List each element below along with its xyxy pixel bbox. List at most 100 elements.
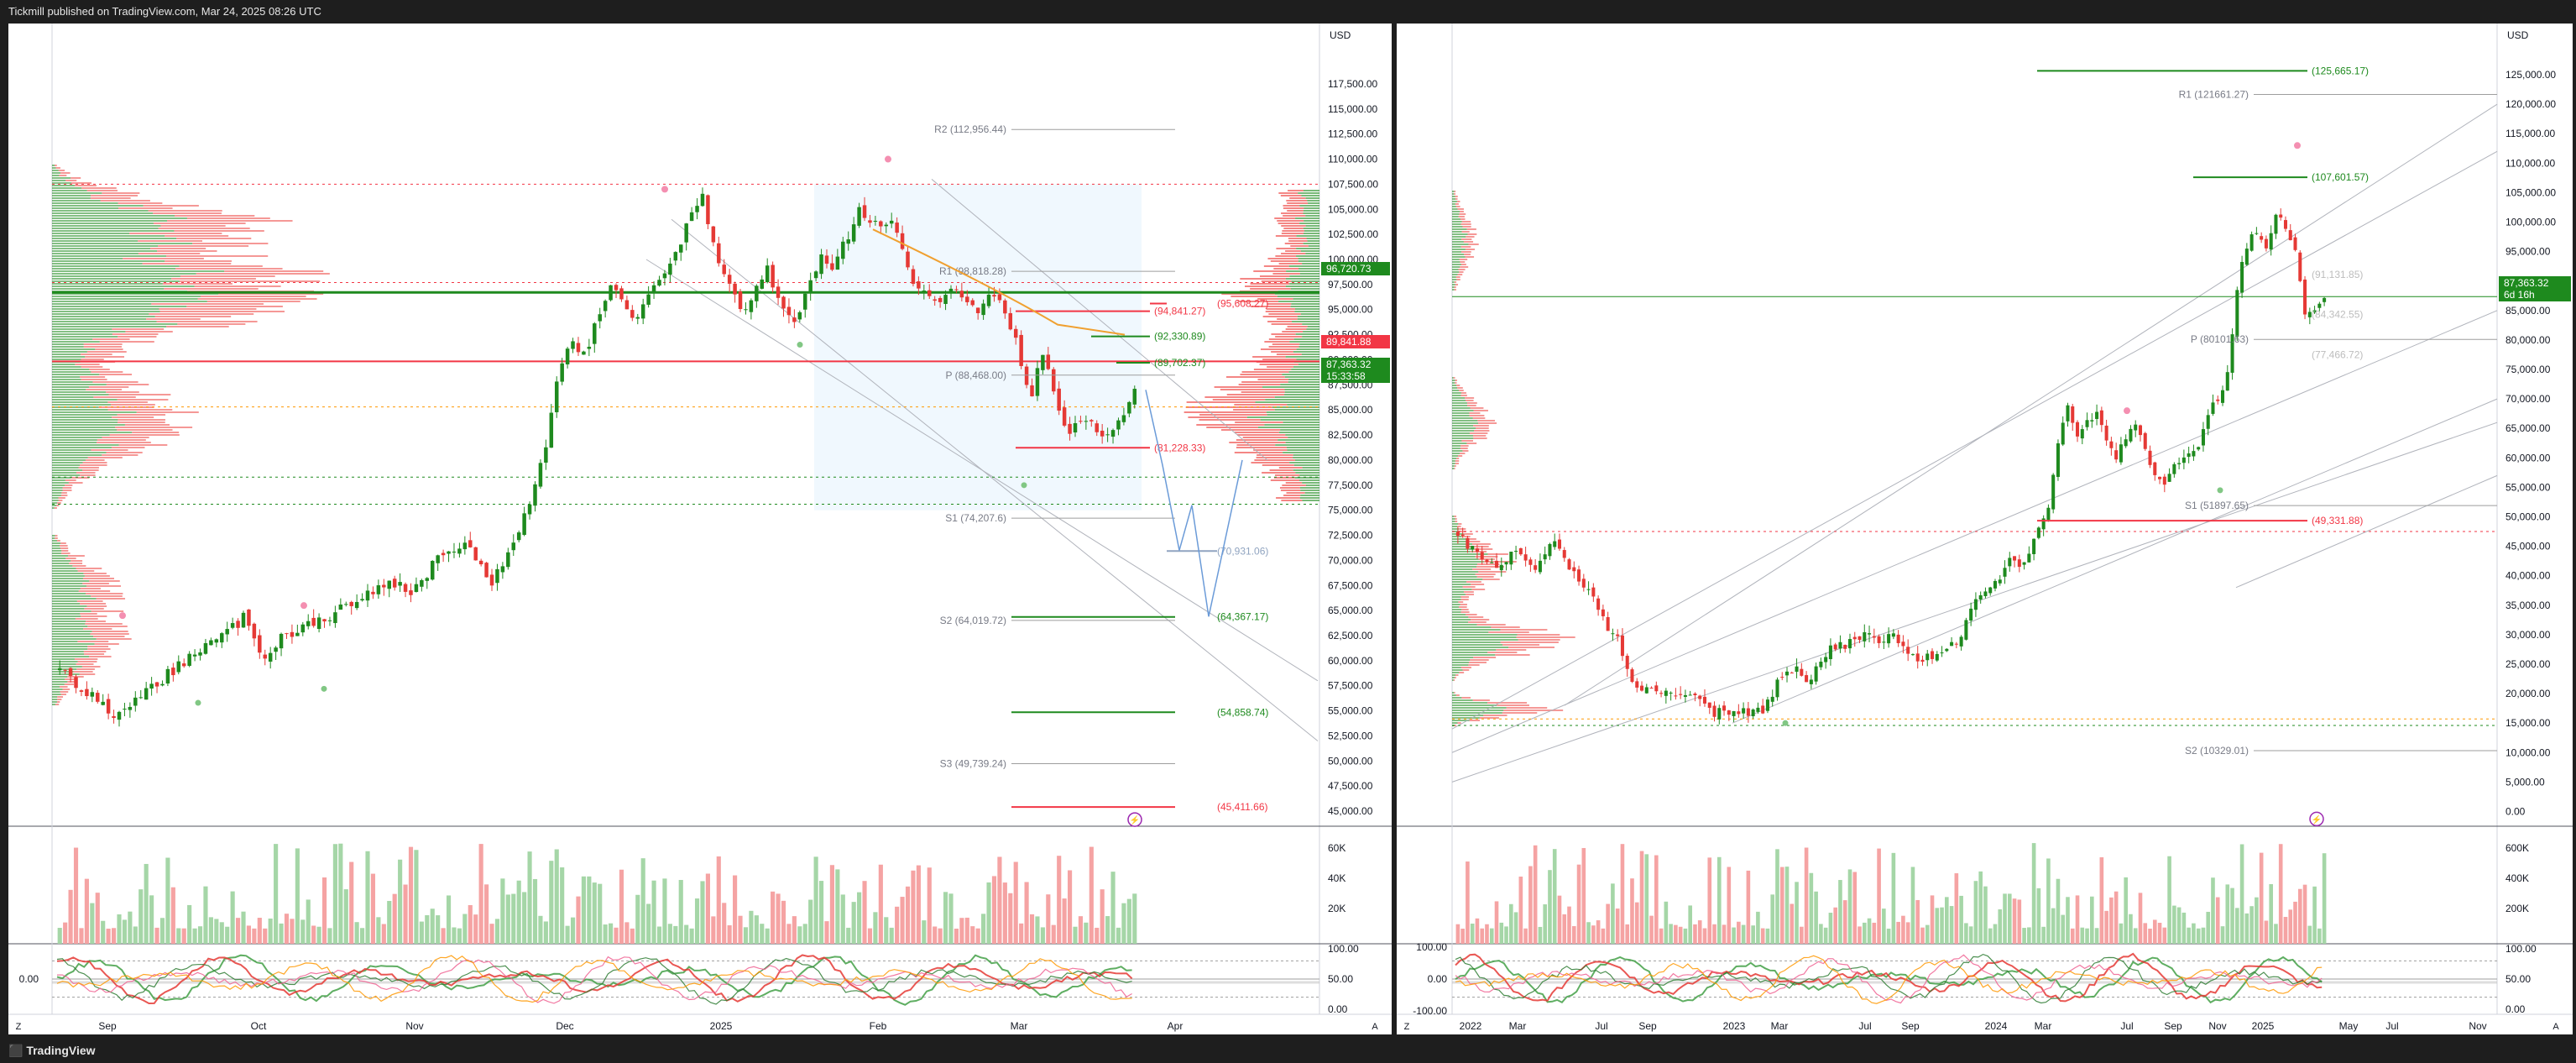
profile-bar-up [1299,487,1319,489]
volume-bar [392,893,397,944]
profile-bar-up [52,212,154,214]
right-chart-panel[interactable]: USD 125,000.00 120,000.00 115,000.00 110,000… [1397,24,2573,1034]
volume-bar [408,846,414,944]
profile-bar-down [1461,609,1469,610]
volume-bar [1543,904,1547,944]
volume-bar [991,876,997,944]
volume-bar [587,876,592,944]
trend-line [1451,310,2498,753]
volume-bar [1669,924,1673,944]
profile-bar-down [1468,616,1484,618]
profile-bar-down [1500,641,1559,643]
profile-bar-down [1454,692,1455,694]
right-chart-svg[interactable]: USD125,000.00120,000.00115,000.00110,000… [1397,24,2573,1034]
volume-bar [2162,927,2167,944]
volume-bar [1978,871,1983,944]
profile-bar-down [80,603,107,605]
candle-body [571,341,575,349]
profile-bar-down [1240,374,1283,375]
profile-bar-up [52,215,175,217]
volume-bar [609,923,614,944]
tradingview-logo[interactable]: ⬛ TradingView [8,1038,96,1063]
pivot-level-label: S1 (51897.65) [2185,500,2249,511]
profile-bar-up [1452,563,1477,565]
profile-bar-up [52,278,172,280]
volume-bar [1105,916,1110,944]
volume-bar [2157,923,2162,944]
volume-bar [436,915,441,944]
candle-body [744,309,748,311]
profile-bar-up [1452,395,1461,396]
candle-body [738,291,743,310]
profile-bar-up [1298,346,1319,348]
candle-body [711,226,716,243]
profile-bar-up [1452,410,1474,411]
left-chart-panel[interactable]: USD 117,500.00 115,000.00 112,500.00 110,000… [8,24,1392,1034]
candle-body [943,295,948,305]
x-tick-label: Jul [2120,1020,2133,1032]
profile-bar-down [1277,318,1298,320]
volume-bar [2317,928,2322,944]
profile-bar-down [86,190,118,191]
profile-bar-down [81,666,101,668]
profile-bar-down [96,638,132,640]
profile-bar-up [1299,223,1319,224]
annotation-label: (107,601.57) [2312,171,2369,183]
profile-bar-up [1452,233,1468,235]
profile-bar-down [1266,308,1296,310]
profile-bar-down [192,243,269,244]
candle-body [900,233,905,249]
volume-bar [316,926,321,944]
volume-bar [2293,901,2297,944]
profile-bar-down [76,668,95,670]
profile-bar-up [1452,228,1467,230]
candle-body [700,193,705,207]
candle-body [1959,636,1963,647]
volume-bar [857,892,862,944]
candle-body [344,604,348,605]
profile-bar-up [1289,341,1319,343]
annotation-label: (92,330.89) [1154,331,1205,343]
candle-body [1127,401,1131,414]
profile-bar-down [149,313,254,315]
profile-bar-up [1452,566,1476,568]
candle-body [1553,541,1557,547]
volume-bar [2075,895,2080,944]
candle-body [1591,587,1596,597]
candle-body [2323,297,2327,302]
volume-bar [1008,893,1013,944]
profile-bar-up [52,381,93,383]
volume-bar [63,922,68,944]
profile-bar-up [1452,382,1455,384]
candle-body [986,294,991,306]
y-tick-label: 120,000.00 [2505,98,2556,110]
profile-bar-up [1274,396,1319,398]
profile-bar-down [1459,672,1465,673]
candle-body [154,682,159,687]
left-chart-svg[interactable]: USD117,500.00115,000.00112,500.00110,000… [8,24,1392,1034]
profile-bar-down [1465,594,1475,595]
profile-bar-down [1199,414,1267,416]
profile-bar-down [200,296,306,297]
profile-bar-down [1458,523,1462,525]
volume-bar [2152,919,2157,944]
profile-bar-down [1460,667,1471,668]
volume-bar [268,918,273,944]
volume-bar [630,928,635,944]
profile-bar-down [1472,568,1492,570]
profile-bar-up [1452,453,1460,454]
profile-bar-up [1452,221,1462,223]
volume-bar [1697,920,1702,944]
volume-bar [667,924,672,944]
profile-bar-down [171,278,256,280]
profile-bar-up [52,462,83,463]
profile-bar-down [1476,566,1504,568]
profile-bar-up [52,605,87,607]
profile-bar-down [1466,236,1475,238]
volume-bar [781,900,786,944]
volume-bar [900,897,905,944]
profile-bar-down [106,452,143,453]
profile-bar-down [1270,260,1298,262]
volume-bar [1741,924,1746,944]
volume-bar [295,848,300,944]
